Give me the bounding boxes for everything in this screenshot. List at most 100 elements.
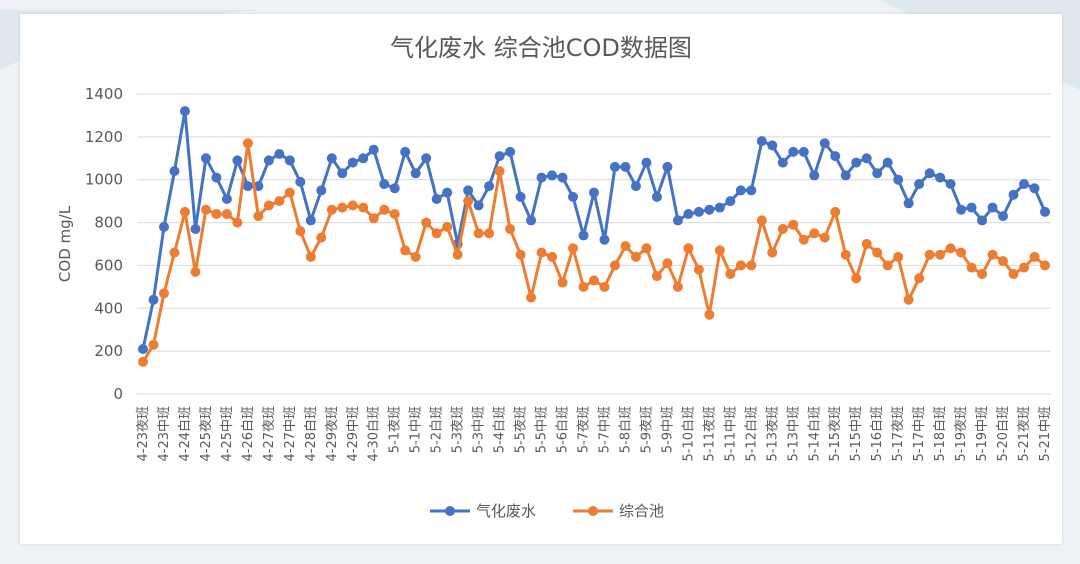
data-point: [232, 217, 243, 228]
data-point: [242, 138, 253, 149]
data-point: [589, 275, 599, 286]
x-tick-label: 5-19中班: [975, 406, 990, 462]
x-tick-label: 5-15夜班: [828, 406, 843, 462]
data-point: [882, 260, 893, 271]
data-point: [347, 200, 358, 211]
data-point: [158, 288, 169, 299]
chart-title: 气化废水 综合池COD数据图: [390, 34, 692, 62]
data-point: [221, 194, 232, 204]
data-point: [568, 191, 579, 202]
data-point: [651, 271, 662, 282]
data-point: [924, 249, 935, 260]
data-point: [138, 356, 148, 367]
y-tick-label: 1400: [85, 85, 123, 103]
data-point: [1029, 251, 1040, 262]
data-point: [442, 187, 453, 198]
data-point: [851, 157, 862, 168]
x-tick-label: 4-26白班: [240, 406, 256, 462]
data-point: [337, 202, 348, 213]
data-point: [221, 209, 232, 219]
x-tick-label: 5-11中班: [723, 406, 738, 462]
data-point: [693, 206, 704, 217]
x-tick-label: 5-2白班: [429, 406, 445, 453]
data-point: [263, 155, 274, 166]
data-point: [998, 256, 1009, 267]
x-axis-ticks: 4-23夜班 4-23中班 4-24白班 4-25夜班 4-25中班 4-26白班 4-27…: [136, 406, 1053, 462]
data-point: [526, 215, 537, 226]
data-point: [987, 249, 998, 260]
data-point: [746, 260, 757, 271]
x-tick-label: 5-7夜班: [577, 406, 592, 453]
data-point: [977, 215, 988, 226]
data-point: [463, 196, 474, 207]
x-tick-label: 5-16白班: [869, 406, 885, 462]
data-point: [620, 241, 631, 252]
data-point: [914, 273, 925, 284]
data-point: [515, 191, 526, 202]
data-point: [924, 168, 935, 179]
data-point: [284, 155, 295, 166]
data-point: [819, 232, 830, 243]
data-point: [316, 185, 327, 196]
data-point: [641, 243, 652, 254]
data-point: [945, 243, 956, 254]
data-point: [746, 185, 757, 196]
x-tick-label: 5-11夜班: [702, 406, 717, 462]
data-point: [714, 202, 725, 213]
data-point: [578, 281, 589, 292]
data-point: [274, 196, 285, 207]
x-tick-label: 5-4白班: [492, 406, 508, 453]
data-point: [1019, 262, 1030, 273]
data-point: [421, 153, 432, 164]
x-tick-label: 5-9夜班: [639, 406, 654, 453]
data-point: [851, 273, 862, 284]
data-point: [987, 202, 998, 213]
x-tick-label: 5-17中班: [912, 406, 927, 462]
data-point: [179, 106, 190, 117]
y-tick-label: 800: [94, 214, 123, 232]
x-tick-label: 5-17夜班: [891, 406, 906, 462]
data-point: [1040, 206, 1050, 217]
data-point: [1040, 260, 1050, 271]
x-tick-label: 5-5中班: [535, 406, 550, 453]
data-point: [693, 264, 704, 275]
series-line: [141, 141, 1046, 363]
data-point: [547, 251, 558, 262]
data-point: [777, 224, 788, 234]
data-point: [798, 146, 809, 157]
data-point: [169, 166, 180, 177]
data-point: [463, 185, 474, 196]
data-point: [505, 224, 516, 234]
x-tick-label: 5-6白班: [555, 406, 571, 453]
data-point: [903, 198, 914, 209]
y-tick-label: 400: [94, 299, 123, 317]
data-point: [966, 202, 977, 213]
data-point: [337, 168, 348, 179]
data-point: [672, 281, 683, 292]
data-point: [316, 232, 327, 243]
data-point: [200, 153, 211, 164]
data-point: [956, 204, 967, 215]
gridlines: [137, 93, 1051, 395]
x-tick-label: 5-3夜班: [451, 406, 466, 453]
data-point: [515, 249, 526, 260]
data-point: [725, 269, 736, 279]
data-point: [179, 206, 190, 217]
data-point: [368, 213, 379, 224]
data-point: [998, 211, 1009, 222]
data-point: [966, 262, 977, 273]
y-axis-label: COD mg/L: [56, 205, 74, 282]
data-point: [651, 191, 662, 202]
data-point: [861, 153, 872, 164]
data-point: [295, 226, 306, 237]
data-point: [442, 221, 453, 232]
legend-marker: [445, 506, 455, 516]
data-point: [263, 200, 274, 211]
x-tick-label: 5-1夜班: [388, 406, 403, 453]
data-point: [305, 215, 316, 226]
data-point: [452, 249, 463, 260]
data-point: [379, 204, 390, 215]
data-point: [484, 181, 495, 192]
data-point: [368, 144, 379, 155]
data-point: [956, 247, 967, 258]
